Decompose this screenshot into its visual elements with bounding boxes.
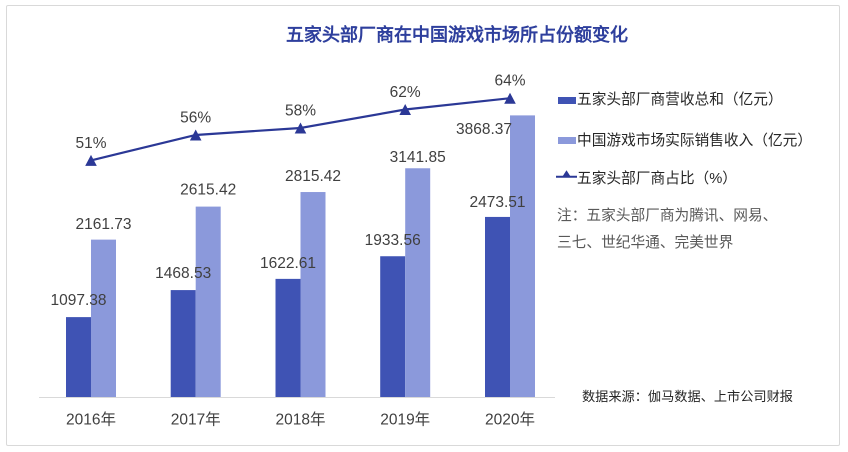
value-label-series1: 1468.53 [155, 265, 211, 282]
bar-series1-2019年 [380, 256, 406, 397]
bar-series2-2020年 [510, 115, 535, 398]
percent-label: 51% [75, 135, 106, 152]
triangle-marker [85, 154, 97, 166]
percent-label: 58% [285, 102, 316, 119]
legend-label-bar2: 中国游戏市场实际销售收入（亿元） [577, 132, 813, 149]
percent-label: 56% [180, 109, 211, 126]
bar-series1-2018年 [275, 278, 301, 397]
bar-series1-2020年 [485, 216, 510, 397]
legend-line-triangle-icon [556, 170, 577, 178]
value-label-series2: 2615.42 [180, 181, 236, 198]
value-label-series1: 1097.38 [50, 292, 106, 309]
bar-series2-2019年 [405, 168, 431, 397]
bar-series1-2016年 [66, 317, 91, 397]
legend-label-bar1: 五家头部厂商营收总和（亿元） [577, 92, 783, 108]
note-line1: 注：五家头部厂商为腾讯、网易、 [557, 208, 778, 224]
x-axis-label: 2016年 [66, 411, 116, 429]
legend: 五家头部厂商营收总和（亿元） 中国游戏市场实际销售收入（亿元） 五家头部厂商占比… [556, 0, 848, 200]
triangle-marker [189, 129, 202, 141]
legend-swatch-bar1 [558, 97, 576, 104]
value-label-series1: 2473.51 [469, 194, 525, 211]
x-axis-label: 2018年 [276, 411, 326, 429]
percent-label: 62% [390, 84, 421, 101]
bar-series2-2016年 [91, 239, 116, 397]
x-axis-label: 2017年 [171, 411, 221, 429]
value-label-series1: 1933.56 [365, 232, 421, 249]
value-label-series2: 2161.73 [75, 216, 131, 233]
bar-series2-2017年 [195, 206, 221, 397]
x-axis-label: 2020年 [485, 411, 535, 429]
value-label-series2: 2815.42 [285, 168, 341, 185]
percent-label: 64% [494, 73, 525, 90]
source-text: 数据来源：伽马数据、上市公司财报 [582, 389, 793, 404]
legend-swatch-bar2 [558, 137, 576, 144]
chart-border [6, 5, 840, 446]
x-axis-label: 2019年 [380, 411, 430, 429]
bar-series2-2018年 [300, 192, 326, 397]
value-label-series2: 3141.85 [390, 149, 446, 166]
triangle-marker [294, 122, 307, 134]
triangle-marker [399, 104, 411, 116]
value-label-series1: 1622.61 [260, 255, 316, 272]
legend-label-line: 五家头部厂商占比（%） [577, 170, 737, 187]
note-line2: 三七、世纪华通、完美世界 [557, 234, 734, 251]
note: 注：五家头部厂商为腾讯、网易、 三七、世纪华通、完美世界 [557, 203, 777, 256]
triangle-marker [504, 92, 516, 104]
value-label-series2: 3868.37 [456, 121, 512, 138]
bar-series1-2017年 [170, 290, 196, 397]
chart-title: 五家头部厂商在中国游戏市场所占份额变化 [286, 25, 628, 45]
